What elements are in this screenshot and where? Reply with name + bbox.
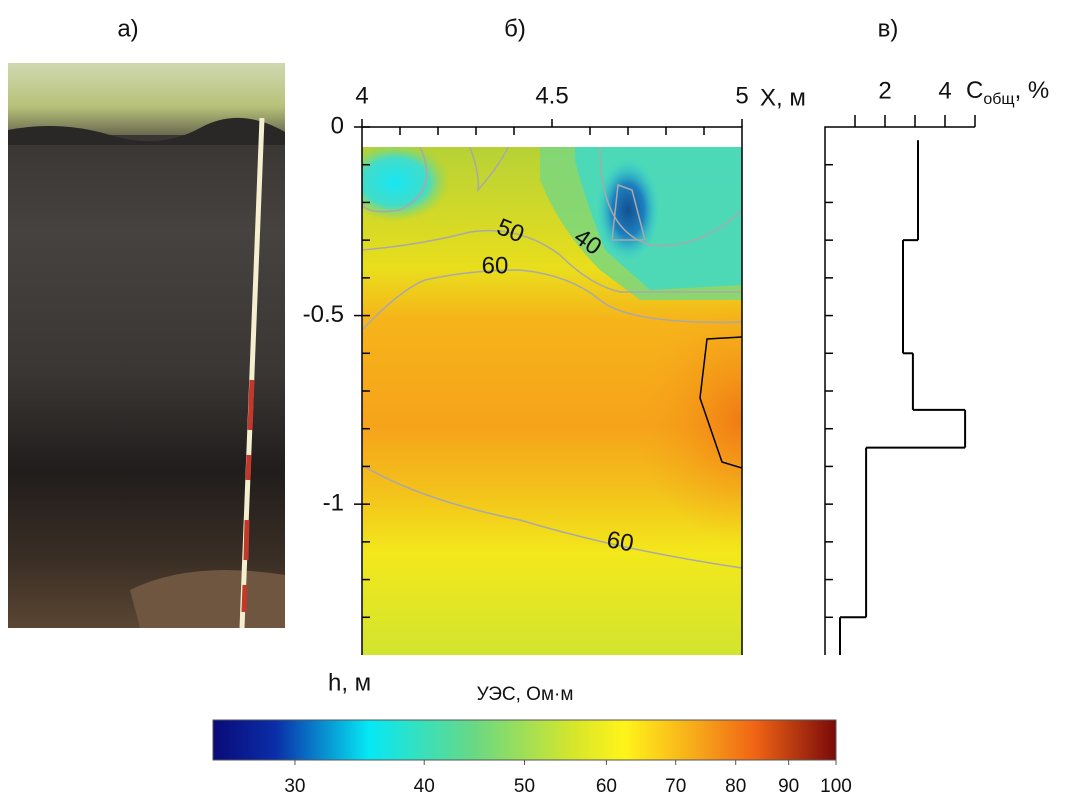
colorbar-tick-label: 80 bbox=[725, 776, 746, 796]
x-tick-label: 4.5 bbox=[535, 82, 568, 109]
colorbar-tick-label: 100 bbox=[820, 776, 852, 796]
y-tick-label: -0.5 bbox=[303, 301, 344, 328]
panel-label: б) bbox=[504, 15, 526, 42]
y-axis-label: h, м bbox=[328, 669, 371, 696]
x-axis-label: Cобщ, % bbox=[966, 77, 1049, 108]
x-tick-label: 5 bbox=[735, 82, 748, 109]
contour-label: 60 bbox=[482, 252, 509, 279]
contour-label: 60 bbox=[605, 526, 636, 557]
axes bbox=[824, 126, 975, 655]
x-tick-label: 2 bbox=[878, 77, 891, 104]
colorbar-tick-label: 40 bbox=[414, 776, 435, 796]
label-rest: , % bbox=[1015, 77, 1050, 104]
colorbar-tick-label: 60 bbox=[596, 776, 617, 796]
label-main: C bbox=[966, 77, 983, 104]
panel-label: а) bbox=[117, 15, 138, 42]
colorbar-title: УЭС, Ом·м bbox=[477, 684, 574, 705]
y-tick-label: 0 bbox=[331, 112, 344, 139]
label-sub: общ bbox=[983, 91, 1014, 108]
y-tick-label: -1 bbox=[323, 489, 344, 516]
x-axis-label: X, м bbox=[760, 84, 806, 111]
soil-photo bbox=[8, 63, 285, 629]
colorbar-tick-label: 70 bbox=[665, 776, 686, 796]
colorbar bbox=[212, 719, 837, 761]
colorbar-tick-label: 30 bbox=[284, 776, 305, 796]
colorbar-tick-label: 90 bbox=[778, 776, 799, 796]
panel-label: в) bbox=[878, 15, 899, 42]
x-tick-label: 4 bbox=[355, 82, 368, 109]
x-tick-label: 4 bbox=[938, 77, 951, 104]
contour-field bbox=[362, 147, 742, 655]
colorbar-tick-label: 50 bbox=[514, 776, 535, 796]
